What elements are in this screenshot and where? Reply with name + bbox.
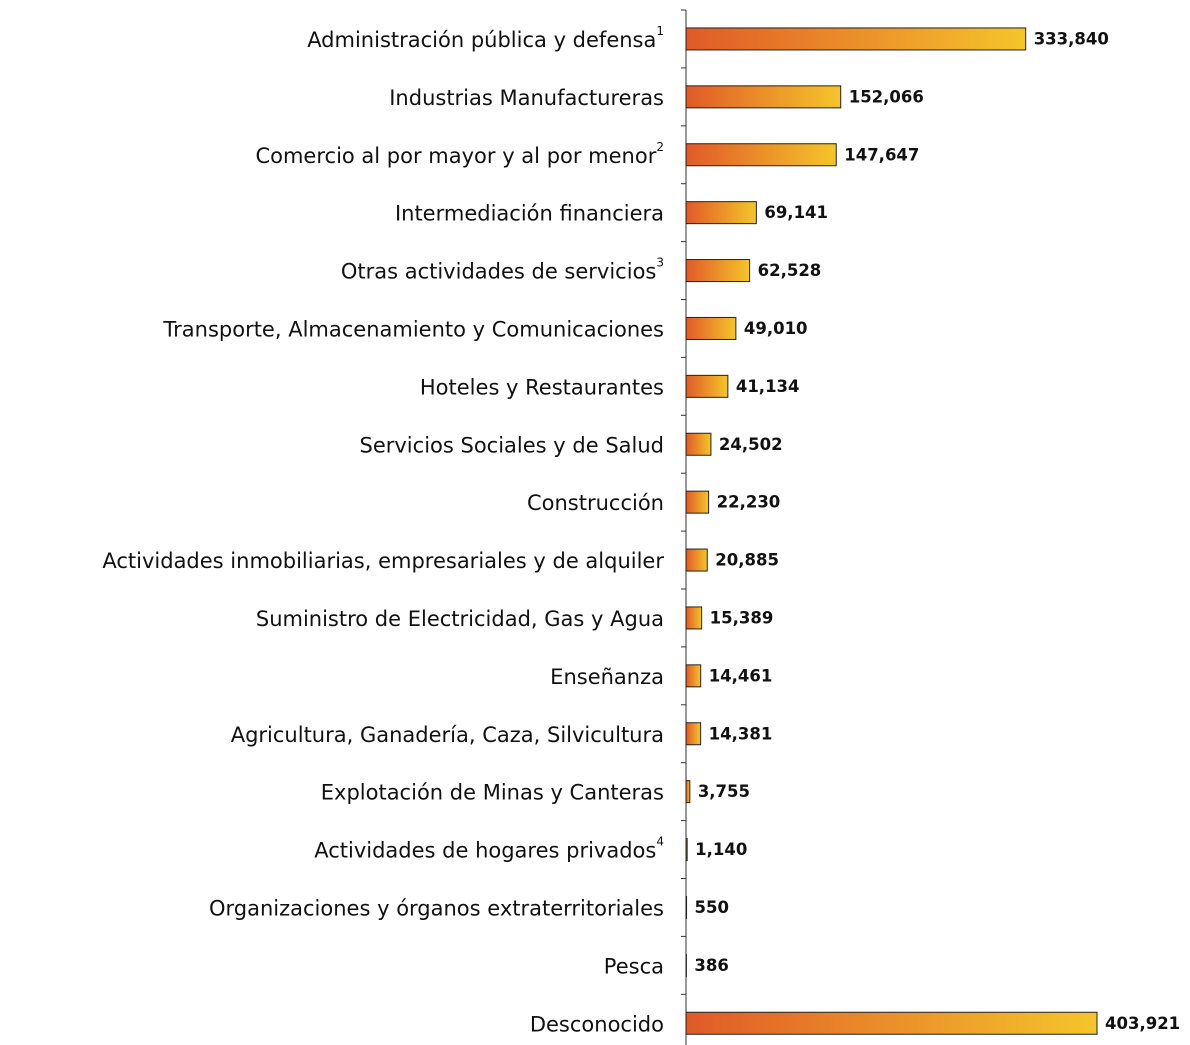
value-label: 62,528 bbox=[758, 261, 822, 280]
category-name: Comercio al por mayor y al por menor bbox=[255, 144, 656, 168]
value-label: 15,389 bbox=[710, 608, 774, 627]
bar bbox=[685, 722, 702, 746]
category-name: Desconocido bbox=[530, 1012, 664, 1036]
value-label: 69,141 bbox=[764, 203, 828, 222]
category-label: Industrias Manufactureras bbox=[389, 86, 664, 110]
category-label: Servicios Sociales y de Salud bbox=[360, 433, 665, 457]
category-name: Agricultura, Ganadería, Caza, Silvicultu… bbox=[231, 723, 664, 747]
category-name: Actividades inmobiliarias, empresariales… bbox=[102, 549, 664, 573]
value-label: 403,921 bbox=[1105, 1014, 1180, 1033]
bar bbox=[685, 432, 712, 456]
category-label: Administración pública y defensa1 bbox=[307, 23, 664, 52]
category-label: Enseñanza bbox=[550, 665, 664, 689]
bar bbox=[685, 606, 703, 630]
bar bbox=[685, 664, 702, 688]
bar bbox=[685, 490, 710, 514]
category-label: Construcción bbox=[527, 491, 664, 515]
bar bbox=[685, 201, 757, 225]
category-name: Industrias Manufactureras bbox=[389, 86, 664, 110]
value-label: 147,647 bbox=[844, 145, 919, 164]
value-label: 3,755 bbox=[698, 782, 750, 801]
value-label: 49,010 bbox=[744, 319, 808, 338]
footnote-mark: 2 bbox=[656, 139, 664, 153]
value-label: 14,461 bbox=[709, 666, 773, 685]
bar bbox=[685, 27, 1027, 51]
category-label: Actividades de hogares privados4 bbox=[314, 834, 664, 863]
value-label: 550 bbox=[695, 898, 729, 917]
bar bbox=[685, 1011, 1098, 1035]
bar bbox=[685, 548, 708, 572]
value-label: 386 bbox=[694, 956, 728, 975]
value-label: 24,502 bbox=[719, 435, 783, 454]
category-name: Administración pública y defensa bbox=[307, 28, 656, 52]
value-label: 22,230 bbox=[717, 493, 781, 512]
category-label: Agricultura, Ganadería, Caza, Silvicultu… bbox=[231, 723, 664, 747]
value-label: 333,840 bbox=[1034, 29, 1109, 48]
category-name: Organizaciones y órganos extraterritoria… bbox=[209, 896, 664, 920]
category-name: Enseñanza bbox=[550, 665, 664, 689]
category-label: Organizaciones y órganos extraterritoria… bbox=[209, 896, 664, 920]
category-label: Comercio al por mayor y al por menor2 bbox=[255, 139, 664, 168]
category-label: Intermediación financiera bbox=[395, 202, 664, 226]
value-label: 20,885 bbox=[715, 551, 779, 570]
value-label: 14,381 bbox=[709, 724, 773, 743]
category-name: Intermediación financiera bbox=[395, 202, 664, 226]
bar bbox=[685, 316, 737, 340]
category-name: Servicios Sociales y de Salud bbox=[360, 433, 665, 457]
bar bbox=[685, 143, 837, 167]
category-name: Transporte, Almacenamiento y Comunicacio… bbox=[162, 317, 664, 341]
value-label: 41,134 bbox=[736, 377, 800, 396]
footnote-mark: 4 bbox=[656, 834, 664, 848]
category-label: Otras actividades de servicios3 bbox=[341, 255, 664, 284]
category-name: Hoteles y Restaurantes bbox=[420, 375, 664, 399]
category-name: Actividades de hogares privados bbox=[314, 839, 656, 863]
category-label: Hoteles y Restaurantes bbox=[420, 375, 664, 399]
category-label: Actividades inmobiliarias, empresariales… bbox=[102, 549, 664, 573]
bar bbox=[685, 374, 729, 398]
category-name: Construcción bbox=[527, 491, 664, 515]
bar bbox=[685, 85, 842, 109]
footnote-mark: 3 bbox=[656, 255, 664, 269]
category-name: Suministro de Electricidad, Gas y Agua bbox=[256, 607, 664, 631]
category-label: Transporte, Almacenamiento y Comunicacio… bbox=[162, 317, 664, 341]
category-label: Explotación de Minas y Canteras bbox=[321, 781, 664, 805]
category-name: Explotación de Minas y Canteras bbox=[321, 781, 664, 805]
category-label: Pesca bbox=[604, 954, 664, 978]
category-label: Desconocido bbox=[530, 1012, 664, 1036]
bar bbox=[685, 838, 688, 862]
footnote-mark: 1 bbox=[656, 23, 664, 37]
value-label: 152,066 bbox=[849, 87, 924, 106]
bar bbox=[685, 259, 751, 283]
bar bbox=[685, 780, 691, 804]
category-name: Otras actividades de servicios bbox=[341, 260, 657, 284]
category-name: Pesca bbox=[604, 954, 664, 978]
category-label: Suministro de Electricidad, Gas y Agua bbox=[256, 607, 664, 631]
bar bbox=[685, 895, 688, 919]
value-label: 1,140 bbox=[695, 840, 747, 859]
